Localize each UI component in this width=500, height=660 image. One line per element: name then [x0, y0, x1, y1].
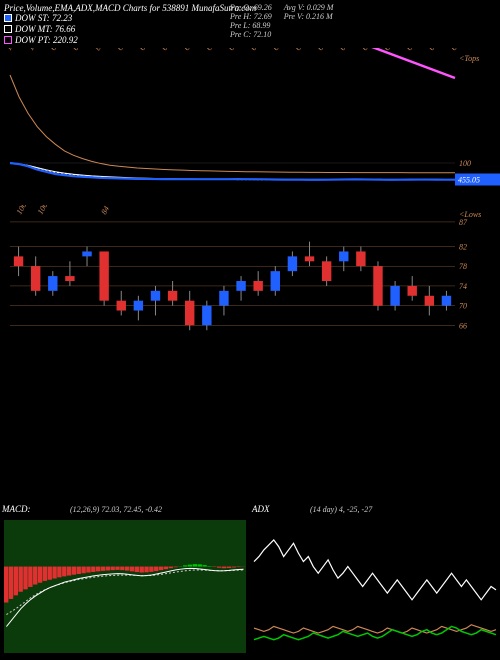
candlestick-chart: 667074788287<Lows10610684 [0, 205, 500, 350]
ohlc-row: Pre C: 72.10 [230, 30, 333, 39]
ema-price-chart: 100<Tops10510669698469696969696969696969… [0, 48, 500, 203]
svg-text:66: 66 [459, 321, 467, 330]
svg-text:100: 100 [459, 159, 471, 168]
macd-chart: MACD: (12,26,9) 72.03, 72.45, -0.42 [0, 502, 250, 657]
svg-text:70: 70 [459, 302, 467, 311]
ohlc-row: Pre H: 72.69Pre V: 0.216 M [230, 12, 333, 21]
ohlc-row: Pre L: 68.99 [230, 21, 333, 30]
svg-text:(12,26,9) 72.03, 72.45, -0.42: (12,26,9) 72.03, 72.45, -0.42 [70, 505, 162, 514]
svg-text:MACD:: MACD: [1, 504, 31, 514]
spacer [0, 352, 500, 502]
legend-label: DOW MT: 76.66 [15, 24, 75, 34]
svg-text:74: 74 [459, 282, 467, 291]
legend-swatch [4, 25, 12, 33]
legend-swatch [4, 14, 12, 22]
svg-text:ADX: ADX [251, 504, 270, 514]
legend-label: DOW ST: 72.23 [15, 13, 72, 23]
svg-text:(14 day) 4, -25, -27: (14 day) 4, -25, -27 [310, 505, 373, 514]
chart-header: Price,Volume,EMA,ADX,MACD Charts for 538… [0, 0, 500, 48]
svg-text:82: 82 [459, 243, 467, 252]
svg-text:455.05: 455.05 [458, 176, 480, 185]
svg-text:78: 78 [459, 262, 467, 271]
ohlc-row: Pre O: 69.26Avg V: 0.029 M [230, 3, 333, 12]
svg-text:<Tops: <Tops [459, 54, 479, 63]
adx-chart: ADX (14 day) 4, -25, -27 [250, 502, 500, 657]
svg-text:<Lows: <Lows [459, 210, 481, 219]
svg-text:87: 87 [459, 218, 468, 227]
bottom-panels: MACD: (12,26,9) 72.03, 72.45, -0.42 ADX (1… [0, 502, 500, 657]
legend-swatch [4, 36, 12, 44]
ohlc-readout: Pre O: 69.26Avg V: 0.029 MPre H: 72.69Pr… [230, 3, 333, 39]
legend-label: DOW PT: 220.92 [15, 35, 78, 45]
